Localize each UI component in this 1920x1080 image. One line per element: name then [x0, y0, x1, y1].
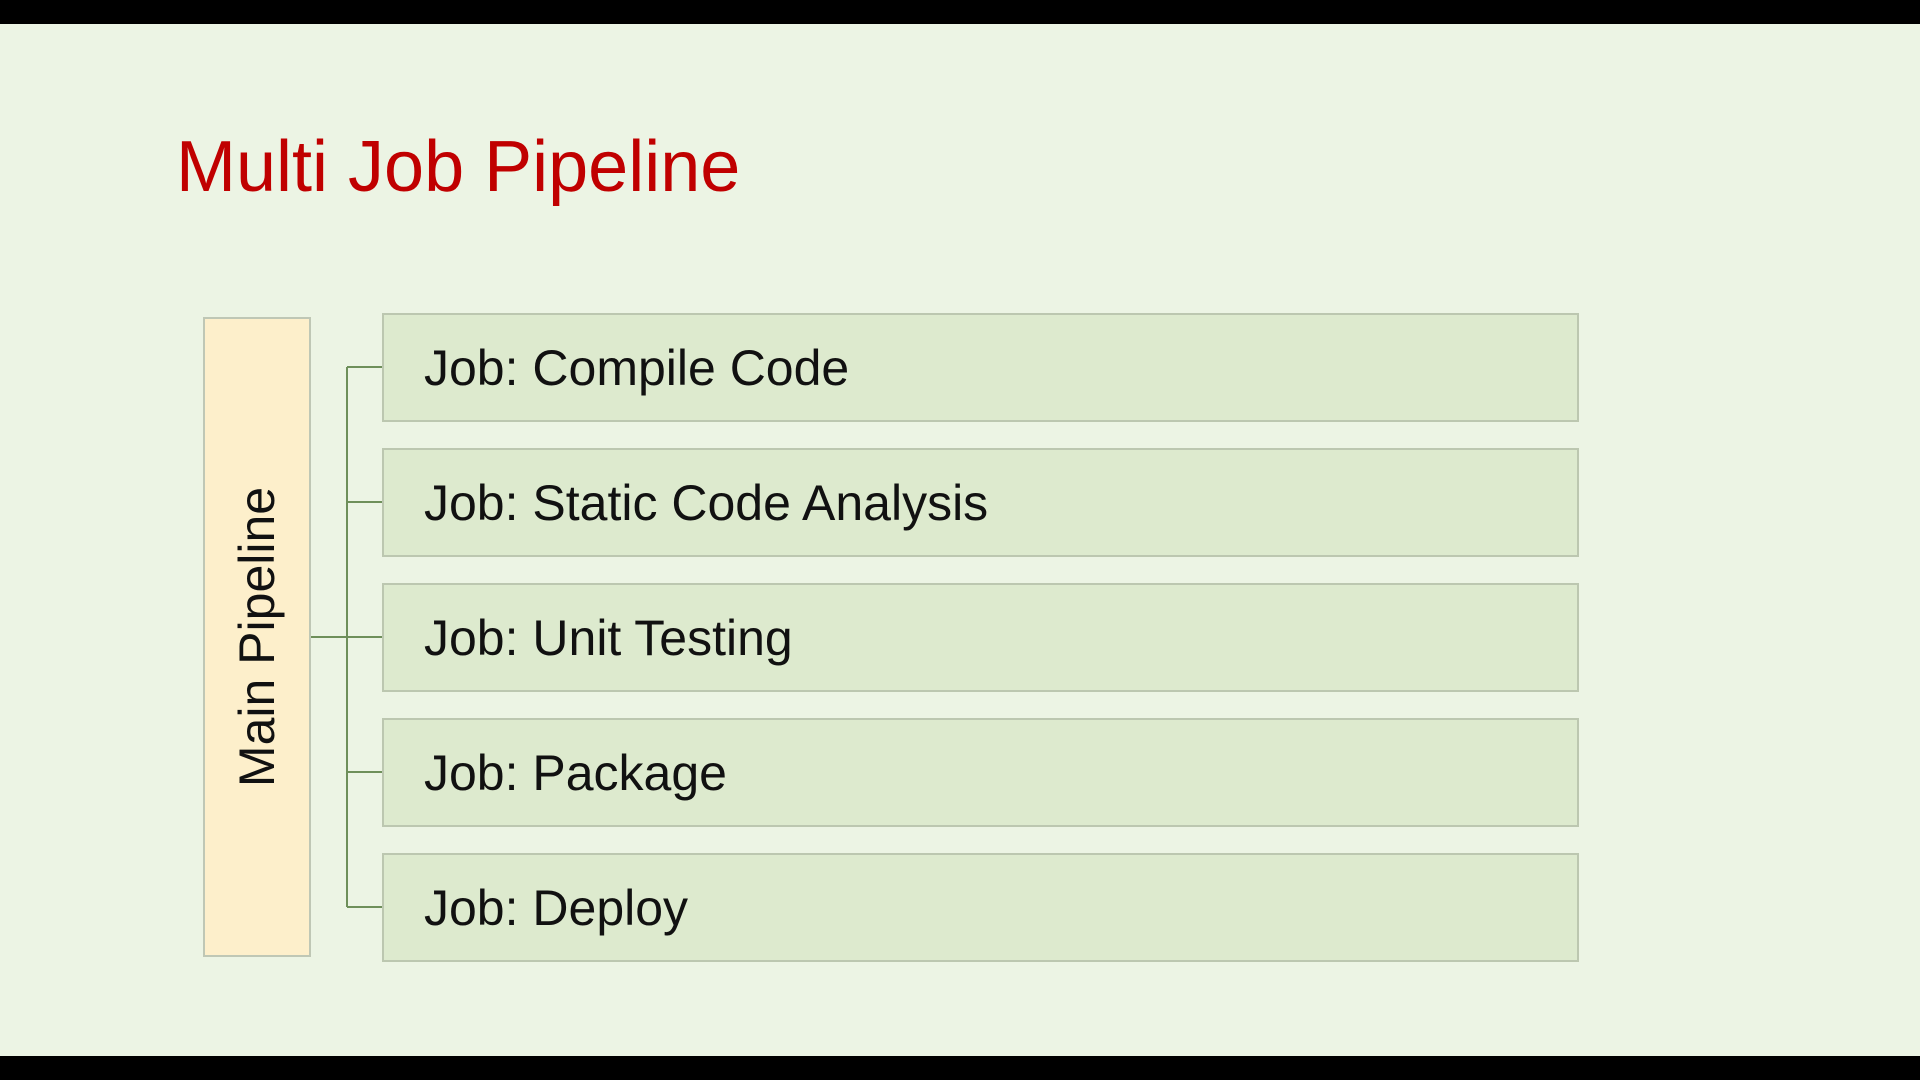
job-label-compile-code: Job: Compile Code [424, 339, 850, 396]
job-label-package: Job: Package [424, 744, 727, 801]
main-pipeline-box: Main Pipeline [203, 317, 311, 957]
job-box-deploy: Job: Deploy [382, 853, 1579, 962]
main-pipeline-label: Main Pipeline [229, 486, 285, 788]
slide: Multi Job Pipeline Main Pipeline Job: Co… [0, 24, 1920, 1056]
job-box-unit-testing: Job: Unit Testing [382, 583, 1579, 692]
job-label-static-code-analysis: Job: Static Code Analysis [424, 474, 989, 531]
slide-title: Multi Job Pipeline [176, 127, 741, 207]
job-box-package: Job: Package [382, 718, 1579, 827]
job-label-deploy: Job: Deploy [424, 879, 689, 936]
job-box-compile-code: Job: Compile Code [382, 313, 1579, 422]
job-label-unit-testing: Job: Unit Testing [424, 609, 793, 666]
job-box-static-code-analysis: Job: Static Code Analysis [382, 448, 1579, 557]
